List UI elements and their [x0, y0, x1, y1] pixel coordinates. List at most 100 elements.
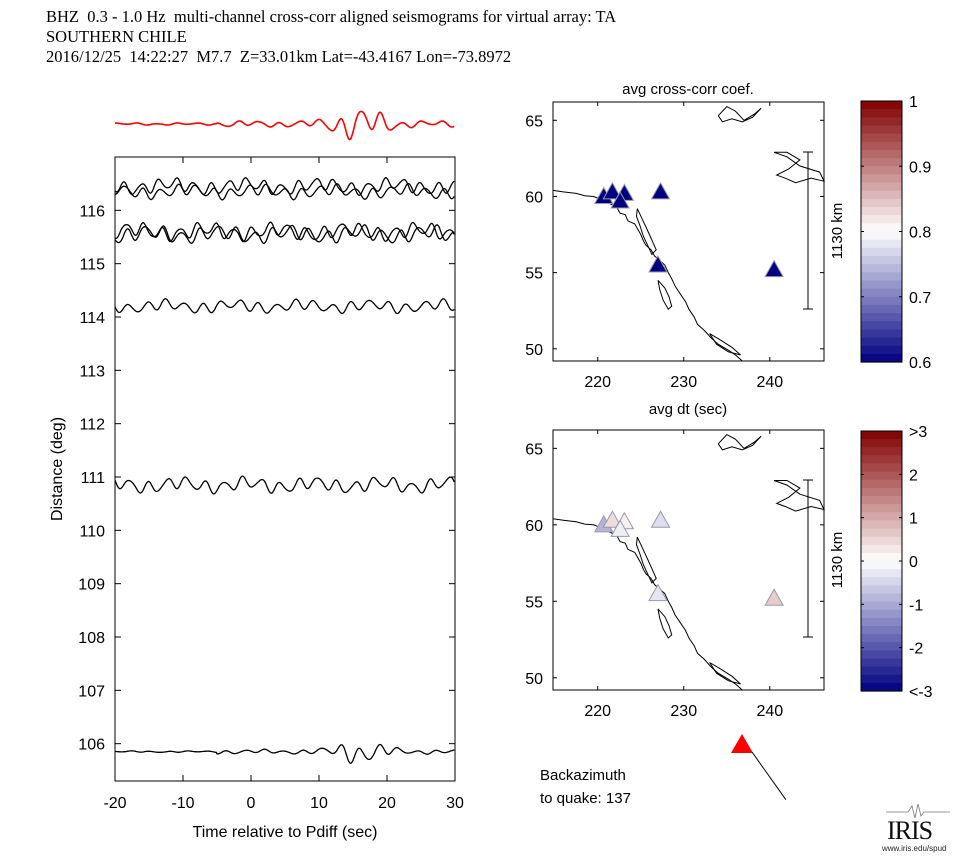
- x-tick-label: 220: [584, 703, 611, 720]
- y-tick-label: 60: [525, 518, 543, 535]
- x-tick-label: 30: [446, 795, 464, 812]
- colorbar-segment: [861, 512, 902, 521]
- colorbar-segment: [861, 601, 902, 611]
- coastline-path: [773, 480, 825, 512]
- x-tick-label: 240: [756, 374, 783, 391]
- coastline-path: [635, 536, 657, 584]
- station-triangle: [648, 254, 668, 273]
- colorbar-segment: [861, 247, 902, 257]
- map-ticks: 220 230 240 50 55 60 65: [525, 430, 824, 720]
- colorbar-segment: [861, 487, 902, 497]
- colorbar-segment: [861, 658, 902, 668]
- y-tick-label: 115: [79, 257, 105, 274]
- colorbar-segment: [861, 536, 902, 546]
- coastline-path: [657, 608, 673, 639]
- colorbar-tick-label: -1: [909, 597, 923, 614]
- station-triangle: [764, 588, 784, 606]
- colorbar-segment: [861, 288, 902, 298]
- cross-corr-map: avg cross-corr coef. 220 230 240 50 55 60 65 1…: [525, 81, 846, 391]
- colorbar-segment: [861, 650, 902, 660]
- colorbar-segment: [861, 198, 902, 208]
- colorbar-segment: [861, 577, 902, 586]
- colorbar-segment: [861, 504, 902, 513]
- colorbar-segment: [861, 585, 902, 595]
- y-tick-label: 106: [78, 737, 105, 754]
- colorbar-tick-label: 0.6: [909, 355, 931, 372]
- record-section-plot: -20 -10 0 10 20 30 106 107 108 109 110 111 112 113 11…: [49, 110, 464, 841]
- colorbar-segment: [861, 552, 902, 562]
- y-tick-label: 55: [525, 266, 543, 283]
- y-tick-label: 60: [525, 189, 543, 206]
- colorbar-cross-corr: 1 0.9 0.8 0.7 0.6: [860, 94, 931, 372]
- record-section-frame: [114, 156, 456, 782]
- colorbar-segment: [861, 329, 902, 339]
- coastline-path: [635, 208, 657, 256]
- colorbar-segment: [861, 609, 902, 619]
- seismogram-trace: [114, 182, 455, 201]
- x-tick-label: 230: [670, 374, 697, 391]
- colorbar-segment: [861, 642, 902, 651]
- colorbar-segment: [861, 255, 902, 265]
- coastline-path: [773, 151, 825, 184]
- coastline-path: [709, 662, 741, 685]
- iris-url: www.iris.edu/spud: [882, 844, 947, 853]
- colorbar-segment: [861, 682, 902, 692]
- iris-logo: IRIS: [887, 816, 933, 845]
- seismogram-trace: [114, 298, 455, 315]
- colorbar-segment: [861, 117, 902, 127]
- backazimuth-label: Backazimuth: [540, 767, 626, 784]
- colorbar-segment: [861, 272, 902, 282]
- y-tick-label: 50: [525, 342, 543, 359]
- colorbar-tick-label: 1: [909, 511, 918, 528]
- coastline-path: [717, 433, 762, 451]
- seismogram-trace: [114, 224, 455, 245]
- backazimuth-value: to quake: 137: [540, 790, 631, 807]
- colorbar-segment: [861, 561, 902, 570]
- colorbar-segment: [861, 569, 902, 578]
- colorbar-segment: [861, 109, 902, 118]
- x-tick-label: -10: [171, 795, 194, 812]
- colorbar-segment: [861, 101, 902, 110]
- colorbar-segment: [861, 520, 902, 530]
- y-tick-label: 108: [78, 630, 105, 647]
- colorbar-tick-label: 0: [909, 554, 918, 571]
- x-ticks: -20 -10 0 10 20 30: [103, 157, 464, 812]
- y-tick-label: 111: [81, 470, 105, 487]
- colorbar-segment: [861, 125, 902, 135]
- iris-logo-wave-icon: [886, 803, 950, 819]
- colorbar-segment: [861, 182, 902, 192]
- x-tick-label: 20: [378, 795, 396, 812]
- y-tick-label: 114: [79, 310, 105, 327]
- map-cross-corr-xlabel: avg dt (sec): [649, 401, 727, 418]
- coastline-path: [552, 189, 743, 362]
- colorbar-tick-label: <-3: [909, 684, 933, 701]
- colorbar-segment: [861, 634, 902, 643]
- x-tick-label: 10: [310, 795, 328, 812]
- seismogram-trace: [114, 475, 455, 495]
- colorbar-segment: [861, 666, 902, 676]
- colorbar-segment: [861, 158, 902, 167]
- seismogram-trace: [114, 221, 455, 243]
- y-tick-label: 107: [78, 683, 105, 700]
- scale-bar: [803, 479, 813, 638]
- y-tick-label: 110: [79, 523, 105, 540]
- station-triangle: [610, 191, 630, 209]
- x-tick-label: 0: [247, 795, 256, 812]
- colorbar-segment: [861, 215, 902, 224]
- colorbar-tick-label: 0.9: [909, 159, 931, 176]
- seismogram-trace: [114, 177, 455, 196]
- colorbar-segment: [861, 439, 902, 448]
- stations: [593, 181, 784, 278]
- colorbar-segment: [861, 239, 902, 249]
- coastline: [552, 433, 825, 691]
- y-tick-label: 116: [79, 203, 105, 220]
- colorbar-segment: [861, 431, 902, 440]
- colorbar-tick-label: 0.7: [909, 290, 931, 307]
- title-region: SOUTHERN CHILE: [46, 27, 187, 46]
- colorbar-segment: [861, 141, 902, 151]
- station-triangle: [602, 181, 623, 200]
- map-frame: [552, 101, 825, 362]
- y-tick-label: 65: [525, 441, 543, 458]
- colorbar-segment: [861, 321, 902, 330]
- y-tick-label: 50: [525, 671, 543, 688]
